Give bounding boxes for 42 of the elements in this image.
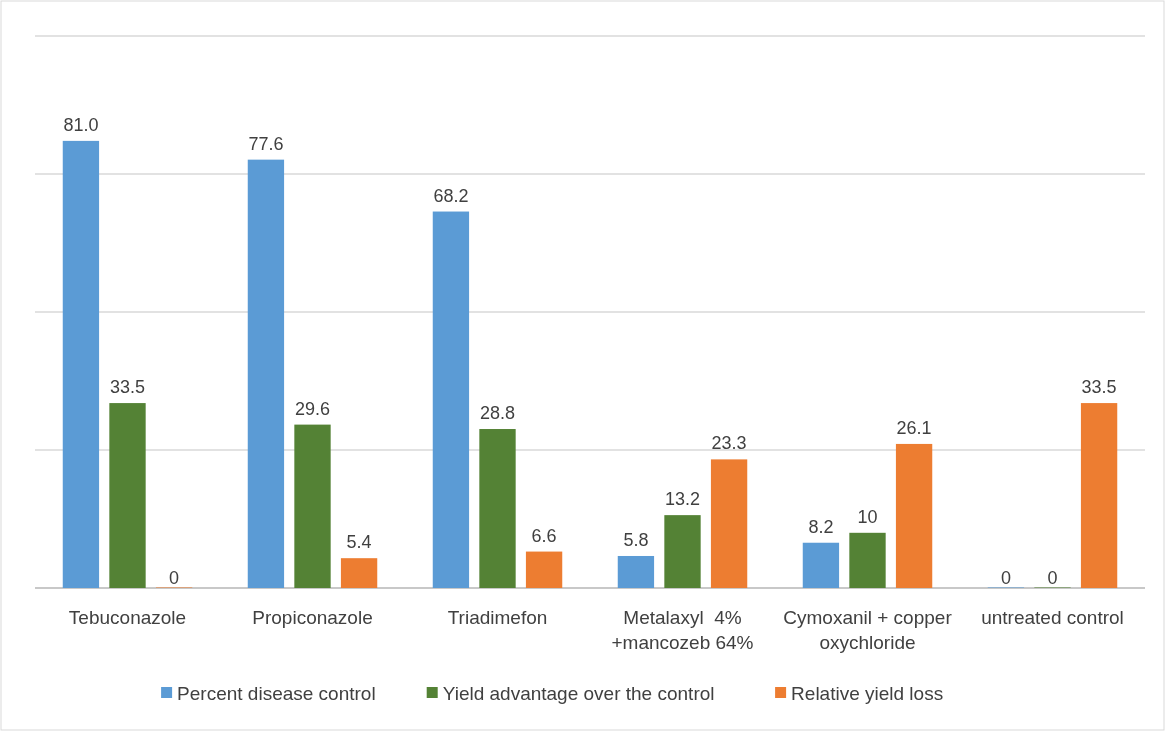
bar — [849, 532, 886, 588]
x-tick-label: Tebuconazole — [68, 607, 187, 628]
x-tick-label: Propiconazole — [252, 607, 373, 628]
legend-label: Relative yield loss — [791, 682, 944, 704]
data-label: 23.3 — [711, 433, 747, 454]
bar — [710, 459, 748, 588]
data-label: 6.6 — [531, 525, 557, 546]
data-label: 8.2 — [808, 516, 834, 537]
data-label: 10 — [857, 506, 878, 527]
bar — [340, 558, 378, 588]
x-tick-label: Triadimefon — [447, 607, 548, 628]
x-tick-label: untreated control — [981, 607, 1124, 628]
data-label: 81.0 — [63, 114, 99, 135]
x-tick-label: Metalaxyl 4% +mancozeb 64% — [611, 607, 754, 653]
data-label: 29.6 — [294, 398, 331, 419]
legend-label: Yield advantage over the control — [442, 682, 715, 704]
bar — [1080, 403, 1118, 588]
bar — [479, 429, 516, 588]
data-label: 33.5 — [1081, 377, 1117, 398]
bar — [664, 515, 701, 588]
bar — [294, 424, 331, 588]
legend-label: Percent disease control — [177, 682, 376, 704]
bar — [802, 542, 840, 588]
data-label: 68.2 — [433, 185, 469, 206]
data-label: 0 — [1000, 568, 1011, 588]
bar — [109, 403, 146, 588]
data-label: 0 — [1047, 568, 1058, 588]
bar — [617, 555, 655, 588]
bar — [432, 211, 470, 588]
bar — [525, 551, 563, 588]
data-label: 33.5 — [109, 377, 146, 398]
bar — [247, 159, 285, 588]
data-label: 5.8 — [623, 529, 649, 550]
data-label: 77.6 — [248, 133, 284, 154]
data-label: 13.2 — [664, 489, 701, 510]
x-tick-label: Cymoxanil + copper oxychloride — [783, 607, 953, 653]
data-label: 26.1 — [896, 417, 932, 438]
data-label: 5.4 — [346, 532, 372, 553]
bar — [895, 443, 933, 588]
bar — [62, 140, 100, 588]
data-label: 0 — [169, 568, 180, 588]
data-label: 28.8 — [479, 403, 516, 424]
